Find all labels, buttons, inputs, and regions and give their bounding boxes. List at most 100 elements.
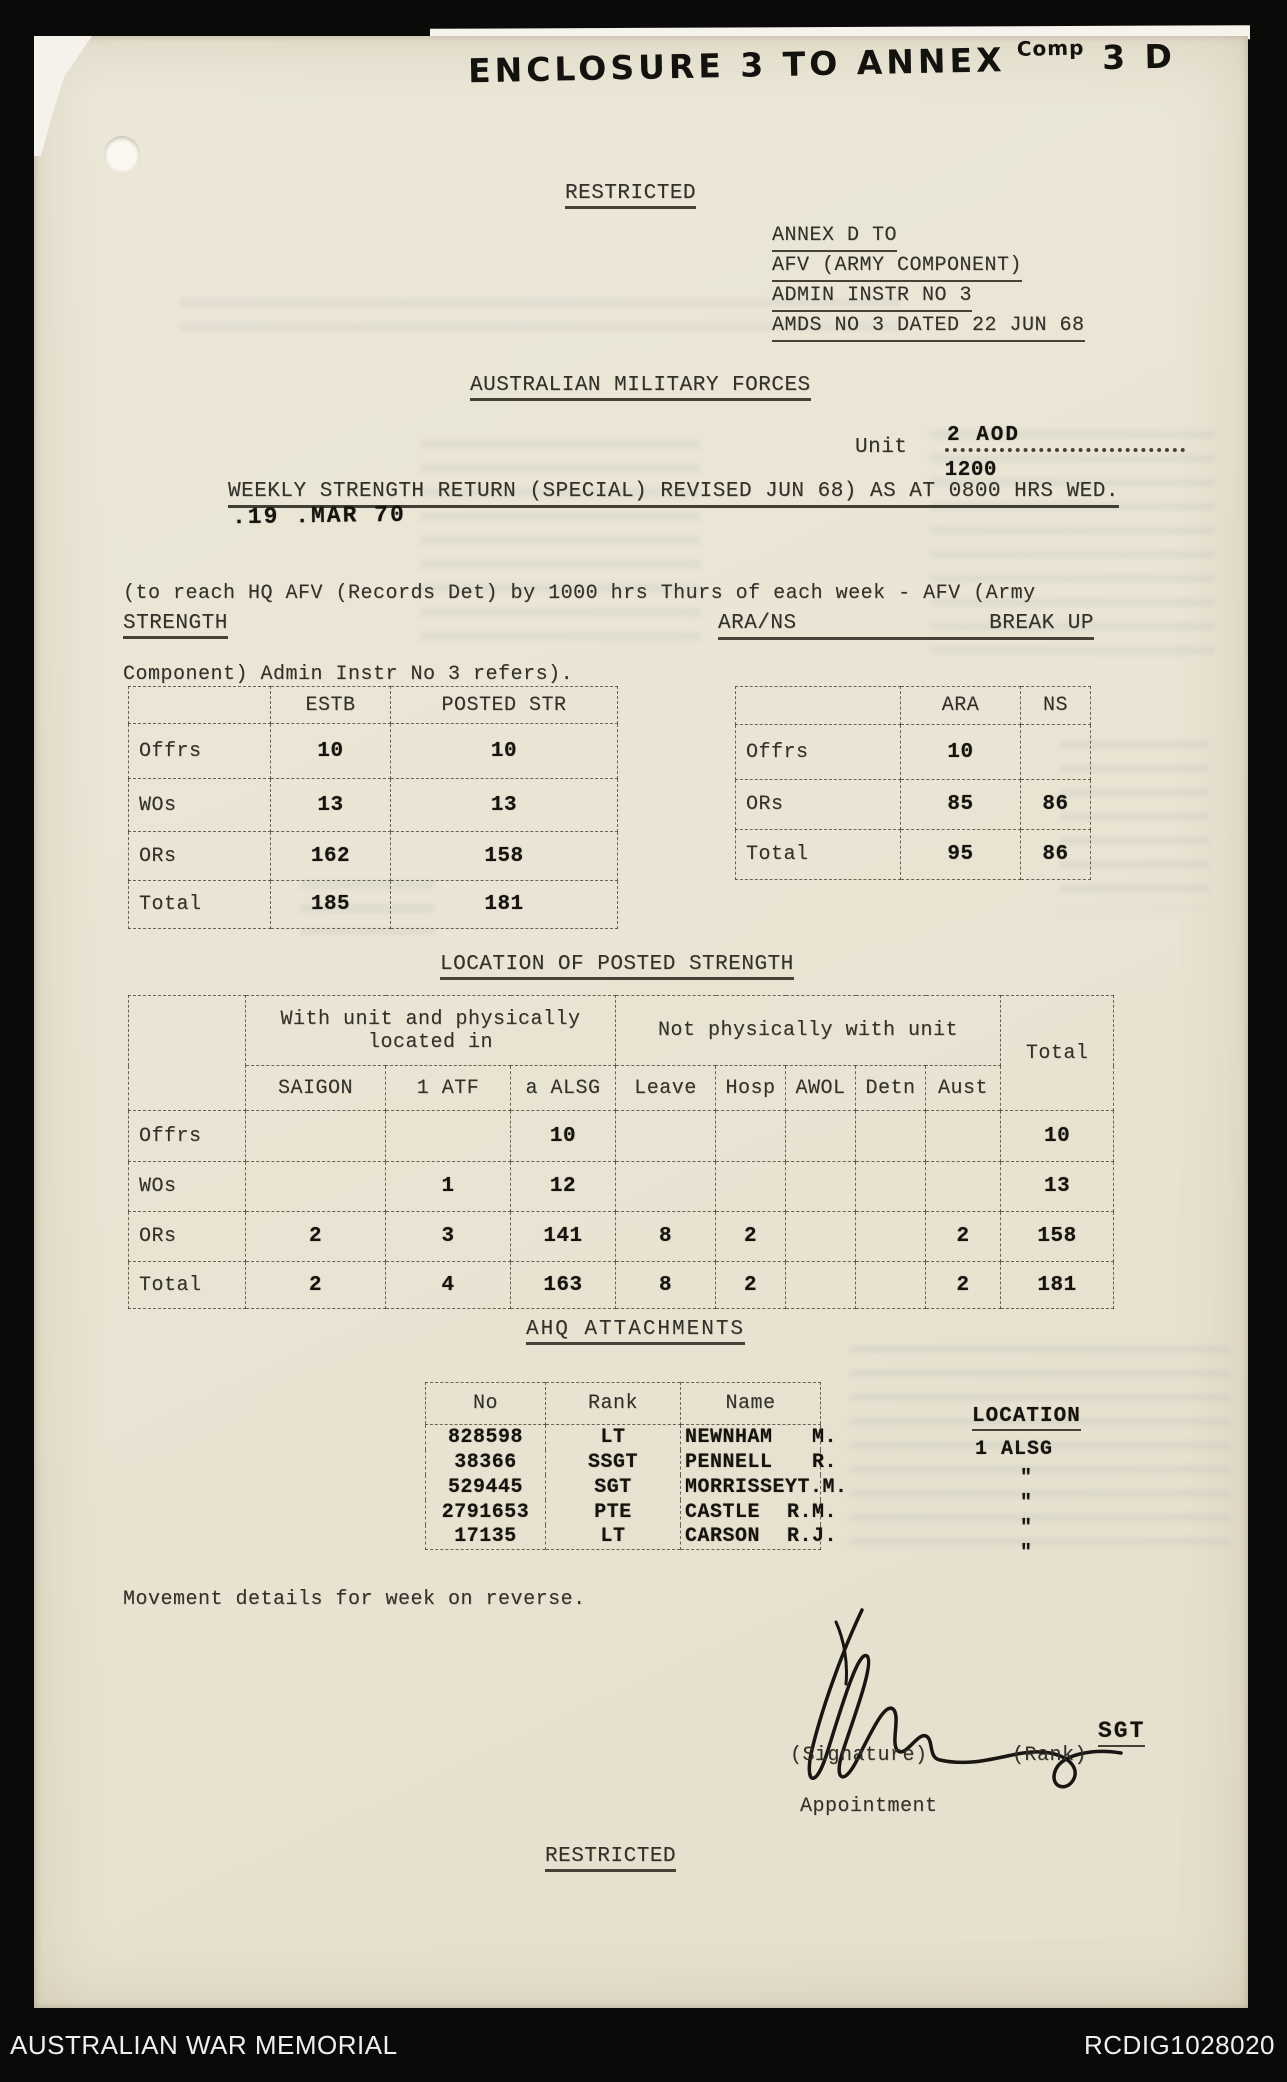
document-page: ENCLOSURE 3 TO ANNEX Comp 3 D RESTRICTED…	[34, 36, 1248, 2008]
time-field: 1200 0800	[945, 459, 1001, 503]
row-label: Offrs	[735, 724, 901, 780]
handwritten-enclosure-note: ENCLOSURE 3 TO ANNEX Comp 3 D	[467, 36, 1177, 91]
cell: 163	[509, 1261, 617, 1309]
cell: 158	[1000, 1211, 1115, 1262]
cell-rank: SSGT	[545, 1449, 681, 1475]
surname: CARSON	[685, 1525, 761, 1549]
row-label: Total	[128, 1261, 246, 1309]
return-title-post: HRS WED.	[1001, 480, 1119, 503]
initials: R.M.	[786, 1500, 837, 1524]
corner-cell	[128, 686, 271, 724]
breakup-heading: ARA/NS BREAK UP	[718, 612, 1094, 640]
cell: 2	[245, 1211, 386, 1262]
cell: 162	[270, 831, 391, 881]
classification-footer: RESTRICTED	[545, 1845, 677, 1872]
cell	[785, 1211, 857, 1262]
row-label: Offrs	[128, 1110, 246, 1162]
cell-service-no: 17135	[425, 1524, 546, 1550]
cell: 141	[509, 1211, 617, 1262]
cell	[1020, 724, 1091, 780]
corner-cell	[735, 686, 901, 725]
cell: 13	[1000, 1161, 1115, 1212]
restricted-marking-bottom: RESTRICTED	[545, 1845, 677, 1872]
col-header-leave: Leave	[615, 1065, 717, 1111]
torn-corner	[34, 36, 92, 156]
table-row: Total 95 86	[735, 829, 1091, 880]
appointment-label: Appointment	[800, 1795, 938, 1818]
cell	[925, 1110, 1002, 1162]
cell: 13	[390, 778, 618, 832]
cell	[855, 1211, 927, 1262]
cell	[855, 1110, 927, 1162]
cell: 10	[1000, 1110, 1115, 1162]
row-label: ORs	[128, 1211, 246, 1262]
table-subheader-row: SAIGON 1 ATF a ALSG Leave Hosp AWOL Detn…	[129, 1065, 1114, 1111]
cell	[855, 1261, 927, 1309]
unit-value: 2 AOD	[947, 424, 1021, 447]
cell-rank: LT	[545, 1524, 681, 1550]
cell-name: CASTLE R.M.	[681, 1500, 836, 1525]
table-row: WOs 1 12 13	[128, 1161, 1115, 1212]
col-header-name: Name	[680, 1382, 821, 1425]
cell	[785, 1110, 857, 1162]
cell: 3	[385, 1211, 511, 1262]
archive-name: AUSTRALIAN WAR MEMORIAL	[10, 2030, 398, 2060]
attachment-location-ditto: "	[1020, 1467, 1033, 1490]
unit-line: Unit 2 AOD	[855, 424, 1185, 459]
return-title-underlined: WEEKLY STRENGTH RETURN (SPECIAL) REVISED…	[228, 459, 1119, 508]
surname: CASTLE	[685, 1500, 761, 1524]
cell-name: MORRISSEY T.M.	[681, 1475, 847, 1500]
cell: 158	[390, 831, 618, 881]
col-header-detn: Detn	[855, 1065, 927, 1111]
row-label: Total	[735, 829, 901, 880]
strength-heading-text: STRENGTH	[123, 612, 228, 639]
table-group-header-row: With unit and physically located in Not …	[128, 995, 1115, 1111]
cell	[855, 1161, 927, 1212]
table-header-row: ARA NS	[735, 686, 1091, 725]
col-header-estb: ESTB	[270, 686, 391, 724]
surname: PENNELL	[685, 1450, 773, 1474]
cell-rank: LT	[545, 1424, 681, 1450]
cell: 8	[615, 1261, 717, 1309]
annex-line-1: ANNEX D TO	[772, 222, 898, 252]
cell-service-no: 529445	[425, 1474, 546, 1500]
cell	[615, 1161, 717, 1212]
cell: 8	[615, 1211, 717, 1262]
rank-stamp-text: SGT	[1098, 1718, 1146, 1747]
cell-service-no: 828598	[425, 1424, 546, 1450]
initials: T.M.	[797, 1475, 848, 1499]
handwritten-signature	[807, 1608, 1123, 1789]
cell-rank: PTE	[545, 1499, 681, 1525]
cell: 10	[270, 723, 391, 779]
col-header-saigon: SAIGON	[245, 1065, 386, 1111]
cell: 10	[390, 723, 618, 779]
strength-table: ESTB POSTED STR Offrs 10 10 WOs 13 13 OR…	[128, 686, 618, 929]
handwritten-note-tail: 3 D	[1101, 36, 1177, 78]
amended-time: 1200	[944, 459, 998, 482]
surname: MORRISSEY	[685, 1475, 798, 1499]
cell: 2	[925, 1261, 1002, 1309]
col-header-total: Total	[1000, 995, 1115, 1111]
handwritten-note-main: ENCLOSURE 3 TO ANNEX	[467, 40, 1006, 91]
cell: 10	[509, 1110, 617, 1162]
cell: 2	[245, 1261, 386, 1309]
instruction-paragraph: (to reach HQ AFV (Records Det) by 1000 h…	[123, 526, 1036, 742]
breakup-heading-right: BREAK UP	[989, 612, 1094, 635]
row-label: WOs	[128, 778, 271, 832]
row-label: ORs	[128, 831, 271, 881]
annex-line-2: AFV (ARMY COMPONENT)	[772, 252, 1023, 282]
initials: R.	[811, 1450, 837, 1474]
attachment-location-ditto: "	[1020, 1517, 1033, 1540]
attachment-location-ditto: "	[1020, 1492, 1033, 1515]
movement-note: Movement details for week on reverse.	[123, 1588, 586, 1611]
attachment-location-value: 1 ALSG	[975, 1438, 1054, 1461]
cell	[785, 1161, 857, 1212]
cell-name: NEWNHAM M.	[681, 1425, 836, 1450]
location-table: With unit and physically located in Not …	[128, 995, 1115, 1309]
col-header-ns: NS	[1020, 686, 1091, 725]
col-header-aust: Aust	[925, 1065, 1002, 1111]
cell	[715, 1161, 787, 1212]
signature-label: (Signature)	[790, 1744, 928, 1767]
cell-name: PENNELL R.	[681, 1450, 836, 1475]
instruction-line-2: Component) Admin Instr No 3 refers).	[123, 663, 574, 686]
